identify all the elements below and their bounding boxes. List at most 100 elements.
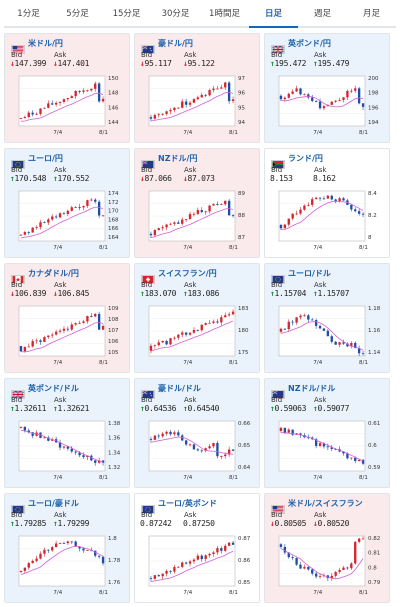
rate-card[interactable]: カナダドル/円 Bid Ask ↓106.839 ↓106.845 109 108… [4,263,130,373]
currency-pair-link[interactable]: ユーロ/豪ドル [28,498,79,508]
currency-pair-link[interactable]: カナダドル/円 [28,268,79,278]
candle-body [62,213,66,215]
currency-pair-link[interactable]: NZドル/円 [158,153,198,163]
mini-chart-svg: 97 96 95 94 7/4 8/1 [148,75,245,136]
rate-card[interactable]: ユーロ/ドル Bid Ask ↑1.15704 ↑1.15707 1.18 1.1… [264,263,390,373]
candle-body [227,542,231,546]
candle-body [299,88,302,95]
mini-candle-chart[interactable]: 0.87 0.86 0.85 7/4 8/1 [145,532,259,602]
rate-card[interactable]: 米ドル/スイスフラン Bid Ask ↓0.80505 ↓0.80520 0.8… [264,493,390,603]
candle-body [216,442,219,457]
rate-card[interactable]: ユーロ/円 Bid Ask ↑170.548 ↑170.552 174 172 17… [4,148,130,258]
candle-body [39,553,42,559]
mini-candle-chart[interactable]: 97 96 95 94 7/4 8/1 [145,72,259,142]
candle-body [307,437,310,439]
card-title-row: 豪ドル/ドル [141,382,201,399]
tab-3[interactable]: 30分足 [161,9,190,19]
rate-card[interactable]: 英ポンド/ドル Bid Ask ↑1.32611 ↑1.32621 1.38 1.… [4,378,130,488]
rate-card[interactable]: NZドル/円 Bid Ask ↓87.066 ↓87.073 89 88 87 7/4… [134,148,260,258]
mini-candle-chart[interactable]: 89 88 87 7/4 8/1 [145,187,259,257]
candle-body [295,88,298,92]
mini-candle-chart[interactable]: 150 148 146 144 7/4 8/1 [15,72,129,142]
candle-body [74,323,77,325]
currency-pair-link[interactable]: ユーロ/ドル [288,268,331,278]
candle-body [70,207,73,211]
candle-body [58,542,62,544]
mini-candle-chart[interactable]: 1.18 1.16 1.14 7/4 8/1 [275,302,389,372]
currency-pair-link[interactable]: NZドル/ドル [288,383,336,393]
tab-1[interactable]: 5分足 [66,9,89,19]
mini-candle-chart[interactable]: 1.38 1.36 1.34 1.32 7/4 8/1 [15,417,129,487]
currency-pair-link[interactable]: ユーロ/英ポンド [158,498,217,508]
mini-candle-chart[interactable]: 174 172 170 168 166 164 7/4 8/1 [15,187,129,257]
candle-body [39,340,42,342]
x-tick-label: 8/1 [229,130,238,136]
card-title-row: ユーロ/ドル [271,267,331,284]
ask-label: Ask [54,511,67,519]
mini-candle-chart[interactable]: 0.82 0.81 0.8 0.79 7/4 8/1 [275,532,389,602]
mini-chart-svg: 1.18 1.16 1.14 7/4 8/1 [278,305,381,366]
rate-card[interactable]: NZドル/ドル Bid Ask ↑0.59063 ↑0.59077 0.61 0.… [264,378,390,488]
currency-pair-link[interactable]: 米ドル/スイスフラン [288,498,363,508]
candle-body [184,440,188,445]
currency-pair-link[interactable]: 英ポンド/ドル [28,383,79,393]
mini-chart-svg: 0.66 0.65 0.64 7/4 8/1 [148,420,251,481]
mini-chart-svg: 200 198 196 194 7/4 8/1 [278,75,379,136]
rate-card[interactable]: 豪ドル/円 Bid Ask ↓95.117 ↓95.122 97 96 95 94 7/… [134,33,260,143]
candle-body [181,332,184,335]
mini-candle-chart[interactable]: 1.8 1.78 1.76 7/4 8/1 [15,532,129,602]
rate-card[interactable]: スイスフラン/円 Bid Ask ↑183.070 ↑183.086 183 18… [134,263,260,373]
candle-body [27,430,30,433]
tab-0[interactable]: 1分足 [17,9,40,19]
currency-pair-link[interactable]: ランド/円 [288,153,323,163]
bid-value: ↑0.59063 [270,404,306,413]
tab-5[interactable]: 日足 [249,2,298,28]
candle-body [173,567,176,572]
currency-pair-link[interactable]: 豪ドル/円 [158,38,193,48]
rate-card[interactable]: 英ポンド/円 Bid Ask ↑195.472 ↑195.479 200 198 1… [264,33,390,143]
moving-average-line [280,95,364,108]
currency-pair-link[interactable]: 米ドル/円 [28,38,63,48]
candle-body [318,576,322,577]
au-flag [141,39,155,54]
candle-body [200,324,203,331]
mini-candle-chart[interactable]: 0.61 0.6 0.59 7/4 8/1 [275,417,389,487]
card-title-row: カナダドル/円 [11,267,79,284]
candle-body [19,346,23,352]
mini-candle-chart[interactable]: 200 198 196 194 7/4 8/1 [275,72,389,142]
candle-body [47,549,50,551]
candle-body [299,315,302,318]
rate-card[interactable]: ユーロ/英ポンド Bid Ask 0.87242 0.87250 0.87 0.8… [134,493,260,603]
tab-2[interactable]: 15分足 [112,9,141,19]
candle-body [82,90,85,92]
candle-body [322,443,326,447]
x-tick-label: 7/4 [313,360,322,366]
mini-candle-chart[interactable]: 0.66 0.65 0.64 7/4 8/1 [145,417,259,487]
mini-candle-chart[interactable]: 183 180 175 7/4 8/1 [145,302,259,372]
tab-6[interactable]: 週足 [313,9,331,19]
candle-body [101,98,105,102]
mini-candle-chart[interactable]: 109 108 107 106 105 7/4 8/1 [15,302,129,372]
candle-body [149,345,153,351]
moving-average-line [150,320,234,352]
tab-4[interactable]: 1時間足 [209,9,240,19]
candle-body [181,562,184,567]
currency-pair-link[interactable]: スイスフラン/円 [158,268,217,278]
x-tick-label: 8/1 [229,245,238,251]
rate-card[interactable]: ユーロ/豪ドル Bid Ask ↑1.79285 ↑1.79299 1.8 1.7… [4,493,130,603]
rate-card[interactable]: 豪ドル/ドル Bid Ask ↑0.64536 ↑0.64540 0.66 0.6… [134,378,260,488]
candle-body [354,541,357,564]
currency-pair-link[interactable]: 豪ドル/ドル [158,383,201,393]
currency-pair-link[interactable]: ユーロ/円 [28,153,63,163]
y-tick-label: 1.36 [108,436,121,442]
candle-body [295,213,298,215]
candle-body [54,216,58,218]
rate-card[interactable]: ランド/円 Bid Ask 8.153 8.162 8.4 8.2 8 7/4 8/1 [264,148,390,258]
candle-body [311,199,314,205]
ask-label: Ask [54,396,67,404]
currency-pair-link[interactable]: 英ポンド/円 [288,38,331,48]
mini-candle-chart[interactable]: 8.4 8.2 8 7/4 8/1 [275,187,389,257]
card-title-row: 豪ドル/円 [141,37,193,54]
rate-card[interactable]: 米ドル/円 Bid Ask ↓147.399 ↓147.401 150 148 14… [4,33,130,143]
tab-7[interactable]: 月足 [362,9,380,19]
